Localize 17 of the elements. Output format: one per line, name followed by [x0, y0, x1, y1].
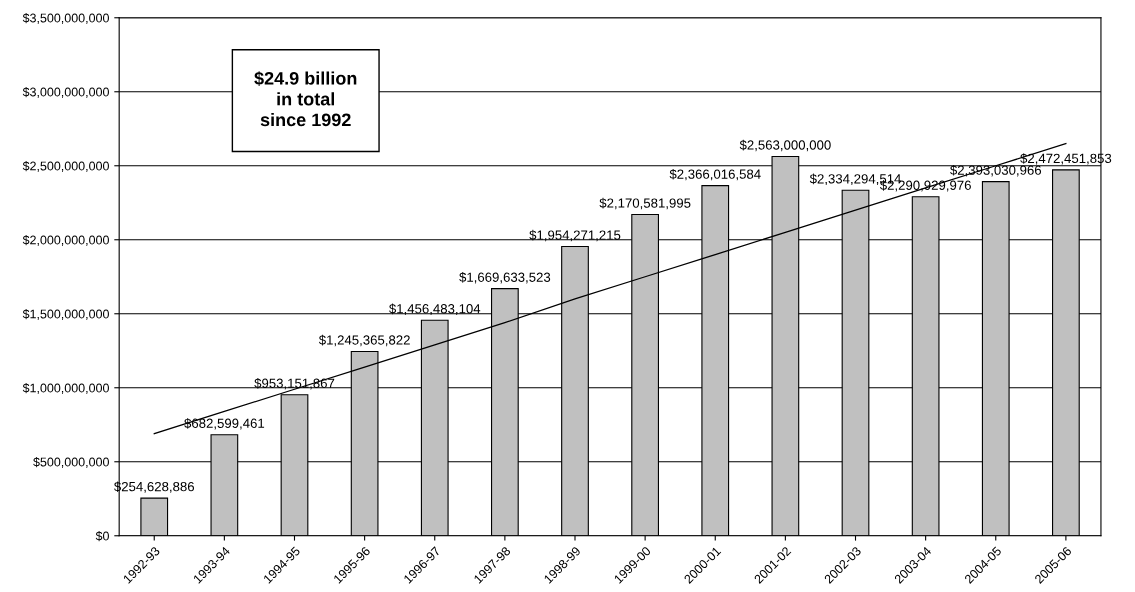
data-label: $2,563,000,000 — [739, 139, 831, 152]
y-tick-label: $3,000,000,000 — [22, 87, 109, 98]
data-label: $2,170,581,995 — [599, 197, 691, 210]
y-tick-label: $3,500,000,000 — [22, 13, 109, 24]
data-label: $1,954,271,215 — [529, 229, 621, 242]
data-label: $1,245,365,822 — [318, 334, 410, 347]
y-tick-label: $2,500,000,000 — [22, 161, 109, 172]
annotation: $24.9 billion in total since 1992 — [254, 71, 357, 127]
y-tick-label: $2,000,000,000 — [22, 235, 109, 246]
y-tick-label: $1,000,000,000 — [22, 383, 109, 394]
data-label: $682,599,461 — [184, 418, 265, 430]
data-label: $1,669,633,523 — [459, 271, 551, 284]
data-label: $1,456,483,104 — [389, 303, 481, 315]
y-tick-label: $1,500,000,000 — [22, 309, 109, 320]
data-label: $2,366,016,584 — [669, 168, 761, 181]
y-tick-label: $0 — [95, 531, 109, 542]
y-tick-label: $500,000,000 — [33, 457, 109, 468]
